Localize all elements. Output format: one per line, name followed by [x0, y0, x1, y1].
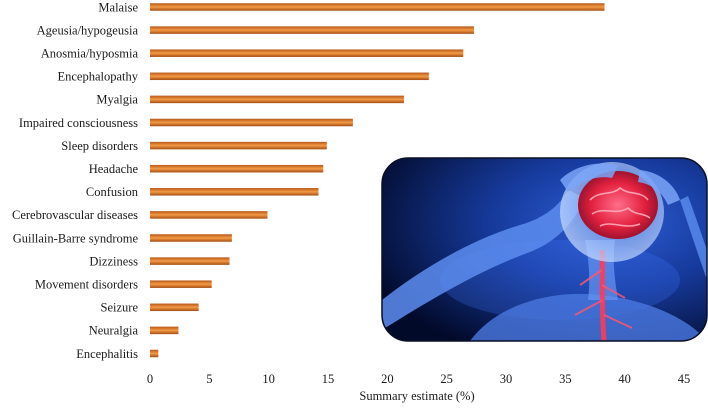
category-label: Sleep disorders — [61, 139, 138, 153]
bar — [150, 26, 474, 34]
bar — [150, 211, 268, 219]
category-label: Guillain-Barre syndrome — [13, 231, 139, 245]
category-label: Myalgia — [96, 93, 138, 107]
x-tick-label: 0 — [147, 372, 153, 386]
category-label: Confusion — [86, 185, 139, 199]
bar — [150, 72, 429, 81]
category-label: Malaise — [98, 0, 138, 14]
category-label: Cerebrovascular diseases — [12, 208, 138, 222]
x-tick-label: 15 — [322, 372, 335, 386]
category-label: Anosmia/hyposmia — [41, 47, 139, 61]
bar — [150, 95, 404, 104]
x-tick-label: 10 — [262, 372, 275, 386]
bar — [150, 234, 232, 242]
x-tick-label: 45 — [678, 372, 691, 386]
category-label: Neuralgia — [89, 324, 139, 338]
bars-group — [150, 3, 605, 358]
x-axis-ticks: 0 5 10 15 20 25 30 35 40 45 — [147, 372, 690, 386]
bar — [150, 188, 319, 196]
category-label: Encephalopathy — [57, 70, 138, 84]
category-label: Movement disorders — [35, 278, 138, 292]
bar — [150, 326, 179, 335]
x-tick-label: 20 — [381, 372, 394, 386]
category-label: Dizziness — [89, 254, 138, 268]
bar — [150, 257, 230, 265]
bar — [150, 118, 353, 127]
x-tick-label: 5 — [206, 372, 212, 386]
x-tick-label: 30 — [500, 372, 513, 386]
bar — [150, 280, 212, 288]
bar — [150, 164, 324, 173]
bar — [150, 303, 199, 312]
bar — [150, 141, 327, 150]
x-tick-label: 40 — [618, 372, 631, 386]
x-tick-label: 25 — [440, 372, 453, 386]
category-label: Ageusia/hypogeusia — [37, 23, 139, 37]
category-label: Headache — [89, 162, 139, 176]
x-tick-label: 35 — [559, 372, 572, 386]
headache-illustration-icon — [382, 158, 707, 341]
bar — [150, 49, 464, 57]
bar — [150, 3, 605, 11]
category-label: Seizure — [101, 301, 139, 315]
x-axis-title: Summary estimate (%) — [359, 389, 474, 403]
bar — [150, 349, 159, 358]
category-label: Encephalitis — [76, 347, 138, 361]
category-labels: Malaise Ageusia/hypogeusia Anosmia/hyposmi… — [12, 0, 139, 361]
category-label: Impaired consciousness — [19, 116, 138, 130]
inset-frame — [381, 157, 708, 342]
